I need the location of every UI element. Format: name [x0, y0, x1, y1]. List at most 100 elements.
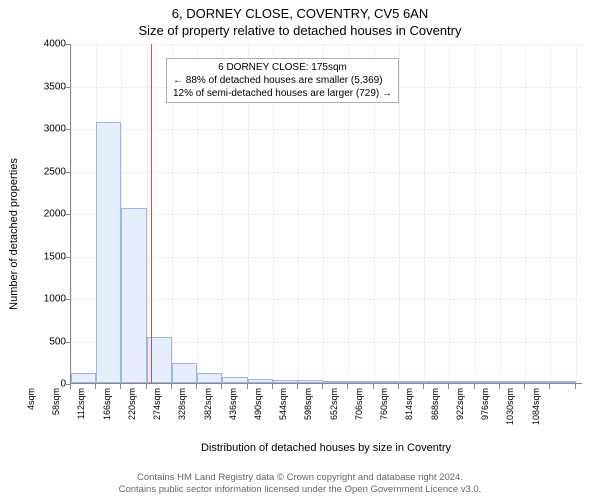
x-tick-label: 436sqm [228, 388, 238, 438]
histogram-bar [424, 381, 449, 383]
x-tick-mark [474, 384, 475, 389]
x-tick-label: 328sqm [177, 388, 187, 438]
histogram-bar [298, 380, 323, 383]
x-tick-mark [70, 384, 71, 389]
footer-line-2: Contains public sector information licen… [0, 484, 600, 496]
subtitle-line: Size of property relative to detached ho… [0, 23, 600, 40]
annotation-line: ← 88% of detached houses are smaller (5,… [173, 74, 392, 87]
x-tick-mark [171, 384, 172, 389]
gridline-v [475, 44, 476, 383]
x-tick-label: 544sqm [278, 388, 288, 438]
histogram-bar [399, 381, 424, 383]
y-tick-label: 1500 [30, 251, 66, 262]
x-tick-label: 112sqm [76, 388, 86, 438]
x-tick-label: 814sqm [404, 388, 414, 438]
histogram-bar [475, 381, 500, 383]
gridline-v [424, 44, 425, 383]
x-tick-label: 490sqm [253, 388, 263, 438]
y-tick-label: 4000 [30, 39, 66, 50]
x-tick-mark [95, 384, 96, 389]
x-tick-label: 1030sqm [505, 388, 515, 438]
x-tick-label: 652sqm [329, 388, 339, 438]
y-tick-mark [65, 172, 70, 173]
annotation-line: 6 DORNEY CLOSE: 175sqm [173, 61, 392, 74]
histogram-bar [273, 380, 298, 383]
x-tick-label: 868sqm [430, 388, 440, 438]
histogram-bar [71, 373, 96, 383]
y-tick-label: 500 [30, 336, 66, 347]
x-tick-mark [272, 384, 273, 389]
x-tick-mark [196, 384, 197, 389]
annotation-line: 12% of semi-detached houses are larger (… [173, 87, 392, 100]
histogram-bar [374, 381, 399, 383]
y-tick-label: 2500 [30, 166, 66, 177]
histogram-bar [550, 381, 575, 383]
gridline-v [500, 44, 501, 383]
x-tick-mark [524, 384, 525, 389]
y-tick-mark [65, 257, 70, 258]
gridline-v [525, 44, 526, 383]
x-tick-label: 166sqm [102, 388, 112, 438]
y-tick-mark [65, 342, 70, 343]
x-tick-mark [499, 384, 500, 389]
gridline-v [71, 44, 72, 383]
histogram-bar [348, 381, 373, 383]
x-tick-label: 598sqm [303, 388, 313, 438]
gridline-v [147, 44, 148, 383]
y-tick-mark [65, 299, 70, 300]
x-tick-label: 382sqm [203, 388, 213, 438]
chart-container: Number of detached properties 6 DORNEY C… [42, 44, 582, 424]
y-tick-label: 2000 [30, 209, 66, 220]
x-tick-label: 274sqm [152, 388, 162, 438]
histogram-bar [222, 377, 247, 383]
plot-area: 6 DORNEY CLOSE: 175sqm← 88% of detached … [70, 44, 582, 384]
x-tick-label: 976sqm [480, 388, 490, 438]
histogram-bar [96, 122, 121, 383]
x-tick-mark [423, 384, 424, 389]
x-tick-mark [297, 384, 298, 389]
x-tick-mark [575, 384, 576, 389]
x-tick-label: 760sqm [379, 388, 389, 438]
attribution-footer: Contains HM Land Registry data © Crown c… [0, 472, 600, 496]
x-tick-mark [398, 384, 399, 389]
y-tick-label: 3500 [30, 81, 66, 92]
y-tick-mark [65, 44, 70, 45]
histogram-bar [197, 373, 222, 383]
x-tick-mark [549, 384, 550, 389]
x-tick-label: 220sqm [127, 388, 137, 438]
histogram-bar [172, 363, 197, 383]
y-tick-mark [65, 129, 70, 130]
histogram-bar [121, 208, 146, 383]
x-tick-mark [146, 384, 147, 389]
x-tick-mark [247, 384, 248, 389]
chart-header: 6, DORNEY CLOSE, COVENTRY, CV5 6AN Size … [0, 0, 600, 40]
footer-line-1: Contains HM Land Registry data © Crown c… [0, 472, 600, 484]
x-tick-mark [347, 384, 348, 389]
histogram-bar [248, 379, 273, 383]
y-axis-label: Number of detached properties [8, 158, 20, 310]
gridline-v [399, 44, 400, 383]
x-axis-label: Distribution of detached houses by size … [70, 442, 582, 454]
address-line: 6, DORNEY CLOSE, COVENTRY, CV5 6AN [0, 6, 600, 23]
x-tick-label: 4sqm [26, 388, 36, 438]
x-tick-mark [373, 384, 374, 389]
histogram-bar [525, 381, 550, 383]
gridline-v [449, 44, 450, 383]
x-tick-label: 706sqm [354, 388, 364, 438]
histogram-bar [449, 381, 474, 383]
histogram-bar [323, 381, 348, 383]
x-tick-label: 58sqm [51, 388, 61, 438]
gridline-v [550, 44, 551, 383]
y-tick-label: 3000 [30, 124, 66, 135]
x-tick-mark [221, 384, 222, 389]
y-tick-mark [65, 87, 70, 88]
histogram-bar [500, 381, 525, 383]
reference-line [151, 44, 152, 383]
x-tick-label: 1084sqm [531, 388, 541, 438]
annotation-box: 6 DORNEY CLOSE: 175sqm← 88% of detached … [166, 58, 399, 103]
gridline-v [576, 44, 577, 383]
x-tick-mark [448, 384, 449, 389]
x-tick-mark [322, 384, 323, 389]
x-tick-label: 922sqm [455, 388, 465, 438]
y-tick-mark [65, 214, 70, 215]
